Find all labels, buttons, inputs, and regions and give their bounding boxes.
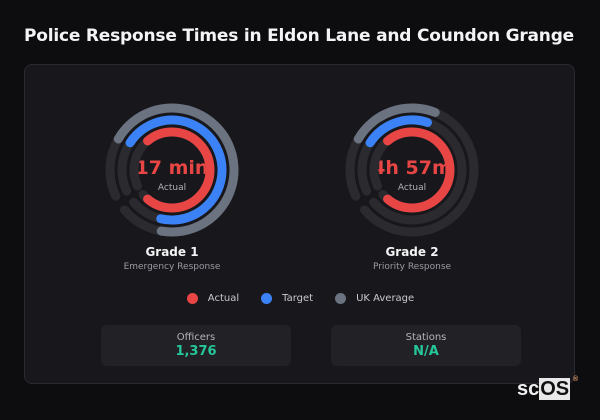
- legend-item-actual[interactable]: Actual: [186, 293, 240, 304]
- chart-legend: Actual Target UK Average: [25, 293, 576, 304]
- stat-value: N/A: [413, 344, 439, 359]
- target-arc: [125, 115, 227, 225]
- legend-label: Target: [282, 293, 314, 304]
- stat-value: 1,376: [175, 344, 217, 359]
- legend-item-target[interactable]: Target: [261, 293, 313, 304]
- registered-mark-icon: ®: [572, 376, 579, 383]
- actual-swatch-icon: [186, 293, 198, 304]
- logo-prefix: sc: [517, 378, 540, 400]
- page-title: Police Response Times in Eldon Lane and …: [24, 26, 574, 46]
- stat-label: Officers: [176, 332, 216, 343]
- scos-logo: scOS ®: [517, 376, 578, 401]
- uk-average-arc: [353, 103, 440, 144]
- gauge-subtitle: Emergency Response: [123, 262, 221, 272]
- gauge-value: 4h 57m: [372, 157, 452, 179]
- target-swatch-icon: [261, 293, 273, 304]
- gauge-title: Grade 1: [145, 245, 199, 259]
- gauge-title: Grade 2: [385, 245, 439, 259]
- gauge-subtitle: Priority Response: [372, 262, 452, 272]
- legend-label: UK Average: [356, 293, 415, 304]
- gauge-value-label: Actual: [397, 183, 427, 193]
- radial-gauge-chart: [345, 103, 479, 237]
- actual-arc: [383, 127, 455, 213]
- radial-gauge-chart: [105, 103, 239, 237]
- legend-label: Actual: [207, 293, 240, 304]
- actual-arc: [143, 127, 215, 213]
- gauge-value-label: Actual: [157, 183, 187, 193]
- target-arc: [365, 115, 432, 148]
- legend-item-uk-average[interactable]: UK Average: [335, 293, 414, 304]
- uk-average-swatch-icon: [335, 293, 347, 304]
- stat-label: Stations: [405, 332, 447, 343]
- gauge-value: 17 min: [135, 157, 209, 179]
- uk-average-arc: [113, 103, 239, 237]
- logo-suffix: OS: [539, 378, 571, 400]
- stat-stations: Stations N/A: [331, 325, 521, 366]
- stat-officers: Officers 1,376: [101, 325, 291, 366]
- response-times-card: 17 min Actual Grade 1 Emergency Response…: [24, 64, 575, 384]
